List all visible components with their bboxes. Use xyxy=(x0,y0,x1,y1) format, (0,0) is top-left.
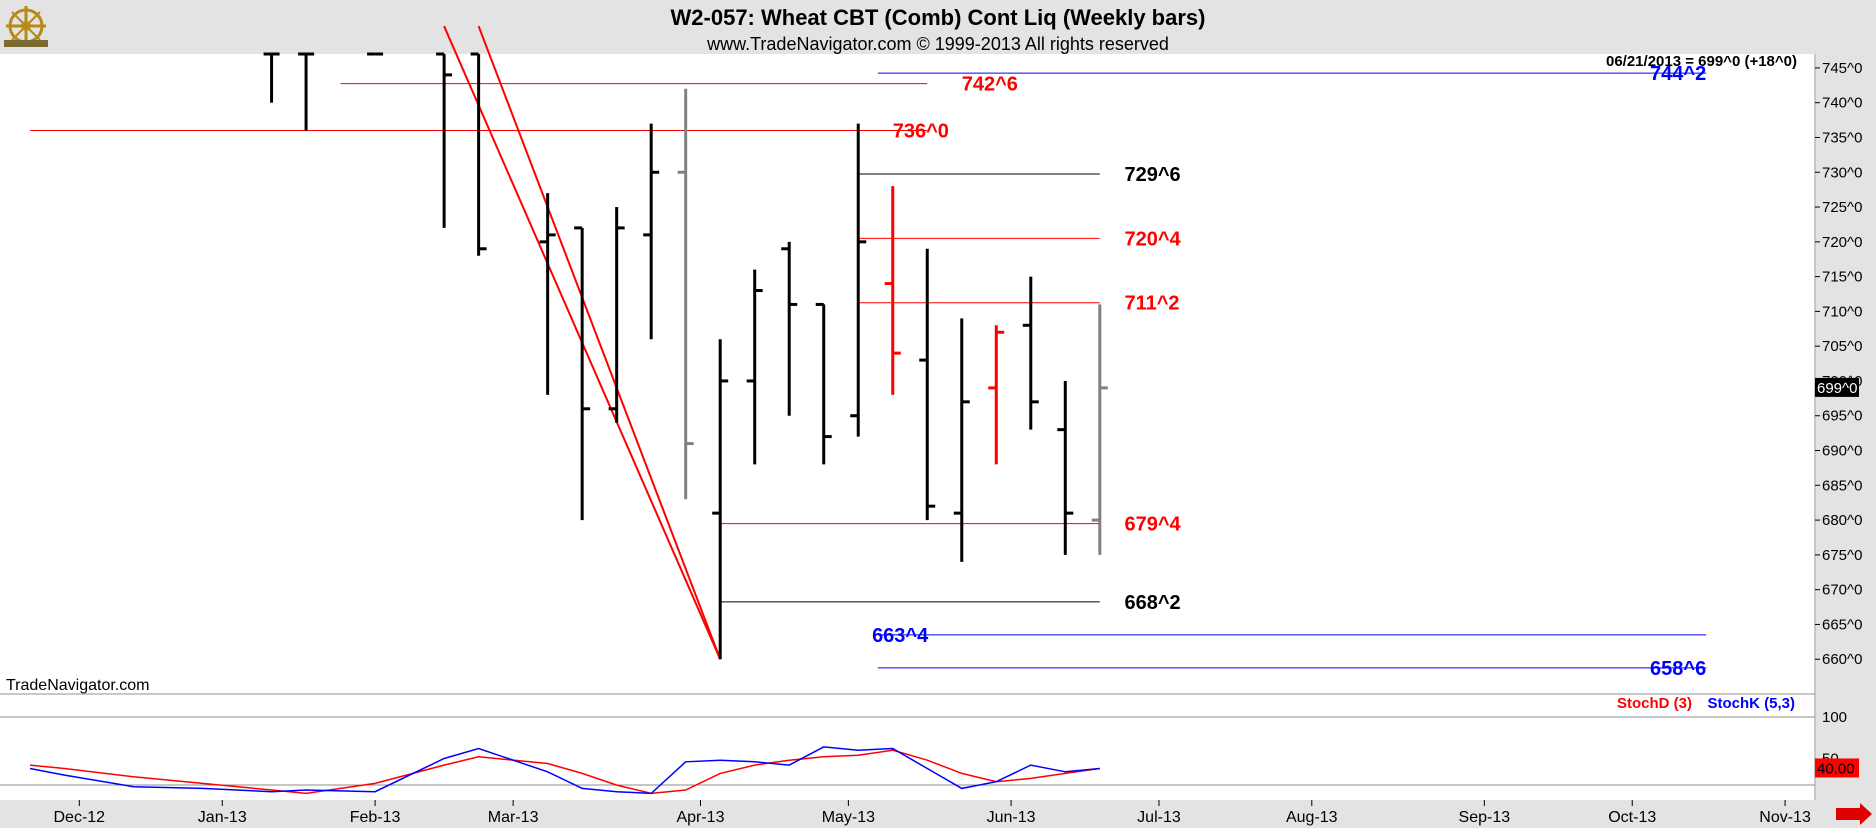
level-label: 711^2 xyxy=(1124,293,1179,315)
y-tick-label: 735^0 xyxy=(1822,129,1862,146)
x-tick-label: Aug-13 xyxy=(1286,809,1338,826)
current-price-marker xyxy=(1815,377,1859,397)
y-tick-label: 730^0 xyxy=(1822,164,1862,181)
level-label: 663^4 xyxy=(872,625,929,647)
stoch-series-line xyxy=(29,749,1100,795)
x-tick-label: Dec-12 xyxy=(54,809,106,826)
current-price-label: 699^0 xyxy=(1817,380,1857,397)
price-panel xyxy=(0,54,1815,694)
level-label: 668^2 xyxy=(1124,592,1180,614)
level-label: 736^0 xyxy=(893,121,949,143)
watermark-text: TradeNavigator.com xyxy=(6,677,149,694)
ohlc-bar[interactable] xyxy=(436,52,453,228)
x-tick-label: Jul-13 xyxy=(1137,809,1181,826)
current-stoch-label: 40.00 xyxy=(1817,760,1855,777)
last-quote-text: 06/21/2013 = 699^0 (+18^0) xyxy=(1606,53,1797,70)
ohlc-bar[interactable] xyxy=(953,318,970,562)
x-tick-label: May-13 xyxy=(822,809,875,826)
level-label: 729^6 xyxy=(1124,164,1180,186)
ohlc-bar[interactable] xyxy=(988,325,1005,465)
ohlc-bar[interactable] xyxy=(608,207,625,423)
stoch-y-tick-label: 100 xyxy=(1822,709,1847,726)
y-axis xyxy=(1816,54,1876,800)
y-tick-label: 710^0 xyxy=(1822,303,1862,320)
y-tick-label: 670^0 xyxy=(1822,582,1862,599)
ohlc-bar[interactable] xyxy=(712,339,729,660)
x-tick-label: Apr-13 xyxy=(676,809,724,826)
y-tick-label: 740^0 xyxy=(1822,95,1862,112)
level-label: 744^2 xyxy=(1650,63,1706,85)
ohlc-bar[interactable] xyxy=(298,52,315,131)
level-label: 720^4 xyxy=(1124,228,1181,250)
y-tick-label: 685^0 xyxy=(1822,477,1862,494)
y-tick-label: 720^0 xyxy=(1822,234,1862,251)
legend-stochk: StochK (5,3) xyxy=(1707,695,1795,712)
x-tick-label: Oct-13 xyxy=(1608,809,1656,826)
y-tick-label: 695^0 xyxy=(1822,408,1862,425)
ohlc-bar[interactable] xyxy=(539,193,556,395)
y-tick-label: 665^0 xyxy=(1822,616,1862,633)
trendline xyxy=(477,25,722,660)
ohlc-bar[interactable] xyxy=(815,302,832,465)
right-arrow-icon[interactable] xyxy=(1836,803,1872,825)
y-tick-label: 680^0 xyxy=(1822,512,1862,529)
y-tick-label: 745^0 xyxy=(1822,60,1862,77)
x-tick-label: Feb-13 xyxy=(350,809,401,826)
ohlc-bar[interactable] xyxy=(1057,380,1074,555)
level-label: 658^6 xyxy=(1650,658,1706,680)
y-tick-label: 675^0 xyxy=(1822,547,1862,564)
ohlc-bar[interactable] xyxy=(919,248,936,521)
x-tick-label: Jun-13 xyxy=(987,809,1036,826)
level-label: 742^6 xyxy=(962,74,1018,96)
y-tick-label: 660^0 xyxy=(1822,651,1862,668)
x-tick-label: Jan-13 xyxy=(198,809,247,826)
level-label: 679^4 xyxy=(1124,514,1181,536)
ohlc-bar[interactable] xyxy=(470,52,487,256)
ohlc-bar[interactable] xyxy=(884,186,901,395)
ohlc-bar[interactable] xyxy=(263,52,280,103)
ohlc-bar[interactable] xyxy=(746,269,763,465)
chart-title: W2-057: Wheat CBT (Comb) Cont Liq (Weekl… xyxy=(671,5,1206,30)
stoch-series-line xyxy=(29,746,1100,795)
ohlc-bar[interactable] xyxy=(1022,276,1039,430)
current-stoch-marker xyxy=(1815,758,1859,778)
x-axis xyxy=(0,800,1876,828)
ohlc-bar[interactable] xyxy=(574,226,591,521)
ship-wheel-logo-icon xyxy=(4,6,48,47)
x-tick-label: Mar-13 xyxy=(488,809,539,826)
legend-stochd: StochD (3) xyxy=(1617,695,1692,712)
ohlc-bar[interactable] xyxy=(643,123,660,340)
copyright-text: www.TradeNavigator.com © 1999-2013 All r… xyxy=(706,34,1169,54)
y-tick-label: 715^0 xyxy=(1822,269,1862,286)
x-tick-label: Nov-13 xyxy=(1759,809,1811,826)
header-band xyxy=(0,0,1876,54)
ohlc-bar[interactable] xyxy=(850,123,867,437)
y-tick-label: 705^0 xyxy=(1822,338,1862,355)
ohlc-bar[interactable] xyxy=(1091,304,1108,555)
ohlc-bar[interactable] xyxy=(781,241,798,416)
y-tick-label: 725^0 xyxy=(1822,199,1862,216)
y-tick-label: 690^0 xyxy=(1822,443,1862,460)
ohlc-bar[interactable] xyxy=(677,88,694,500)
indicator-panel xyxy=(0,717,1815,800)
x-tick-label: Sep-13 xyxy=(1459,809,1511,826)
